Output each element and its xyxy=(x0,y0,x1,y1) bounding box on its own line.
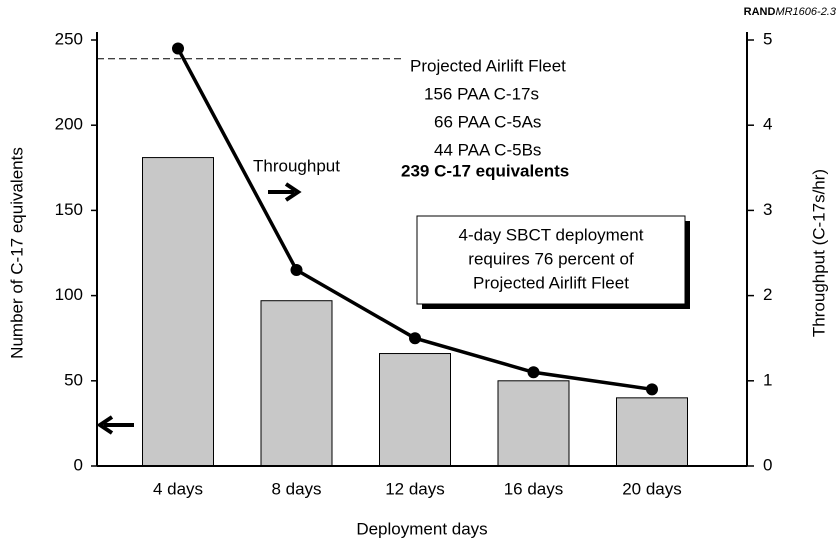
x-tick-label: 16 days xyxy=(504,479,564,498)
bar xyxy=(142,157,214,467)
left-axis-arrow xyxy=(96,415,134,435)
note-text: Projected Airlift Fleet xyxy=(473,273,629,292)
y2-tick-label: 0 xyxy=(763,455,772,474)
x-tick-label: 8 days xyxy=(271,479,321,498)
throughput-point xyxy=(646,383,658,396)
y2-tick-label: 5 xyxy=(763,29,772,48)
source-id: MR1606-2.3 xyxy=(775,6,836,18)
throughput-arrow xyxy=(268,182,302,202)
x-tick-label: 4 days xyxy=(153,479,203,498)
y-axis-label: Number of C-17 equivalents xyxy=(7,147,26,359)
x-tick-label: 20 days xyxy=(622,479,682,498)
y-tick-label: 150 xyxy=(55,200,83,219)
bar xyxy=(260,300,333,467)
fleet-line-text: 156 PAA C-17s xyxy=(424,84,539,103)
note-text: requires 76 percent of xyxy=(468,249,634,268)
throughput-point xyxy=(290,264,303,277)
throughput-point xyxy=(527,366,540,379)
bar xyxy=(616,397,688,467)
fleet-line-text: 66 PAA C-5As xyxy=(434,112,541,131)
y-tick-label: 200 xyxy=(55,115,83,134)
y-tick-label: 100 xyxy=(55,285,83,304)
source-org: RAND xyxy=(744,6,776,18)
y2-tick-label: 4 xyxy=(763,115,772,134)
x-tick-label: 12 days xyxy=(385,479,445,498)
fleet-total: 239 C-17 equivalents xyxy=(401,161,569,180)
y2-tick-label: 2 xyxy=(763,285,772,304)
x-axis-label: Deployment days xyxy=(356,519,487,538)
y2-axis-label: Throughput (C-17s/hr) xyxy=(809,169,828,337)
y-tick-label: 50 xyxy=(64,370,83,389)
bar xyxy=(379,353,451,467)
throughput-point xyxy=(409,332,421,345)
throughput-label: Throughput xyxy=(253,156,340,175)
y2-tick-label: 3 xyxy=(763,200,772,219)
source: RANDMR1606-2.3 xyxy=(744,6,837,18)
note-text: 4-day SBCT deployment xyxy=(459,225,644,244)
y-tick-label: 250 xyxy=(55,29,83,48)
fleet-title: Projected Airlift Fleet xyxy=(410,56,566,75)
fleet-line-text: 44 PAA C-5Bs xyxy=(434,140,541,159)
throughput-point xyxy=(172,42,184,55)
y2-tick-label: 1 xyxy=(763,370,772,389)
note-box xyxy=(416,215,686,305)
bar xyxy=(497,380,570,467)
y-tick-label: 0 xyxy=(74,455,83,474)
